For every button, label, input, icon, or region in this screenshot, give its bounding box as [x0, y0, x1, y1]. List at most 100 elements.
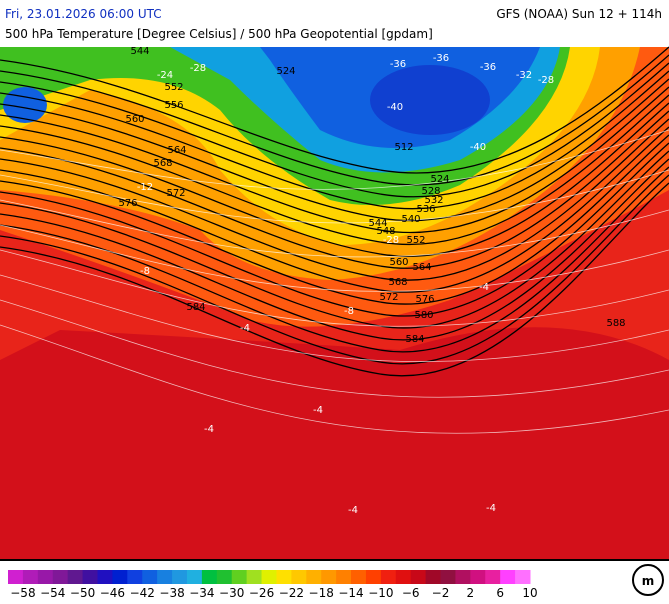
legend-label: −54	[40, 586, 65, 600]
contour-label: 584	[186, 302, 205, 313]
temperature-label: -28	[190, 63, 206, 74]
temperature-label: -28	[538, 75, 554, 86]
legend-swatch	[22, 570, 39, 584]
temperature-label: -36	[390, 59, 406, 70]
contour-label: 556	[164, 100, 183, 111]
temperature-line	[0, 299, 669, 398]
legend-swatch	[276, 570, 292, 584]
temperature-label: -4	[240, 323, 250, 334]
legend-label: −46	[100, 586, 125, 600]
contour-label: 532	[424, 195, 443, 206]
contour-label: 588	[606, 318, 625, 329]
contour-label: 584	[405, 334, 424, 345]
legend-swatch	[395, 570, 412, 584]
temperature-line	[0, 199, 669, 258]
cold-core	[370, 65, 490, 135]
contour-label: 524	[430, 174, 449, 185]
temperature-label: -36	[433, 53, 449, 64]
contour-label: 572	[379, 292, 398, 303]
legend-label: −34	[189, 586, 214, 600]
legend-label: −6	[402, 586, 420, 600]
legend-label: −38	[159, 586, 184, 600]
legend-swatch	[425, 570, 442, 584]
contour-label: 580	[414, 310, 433, 321]
low-core	[3, 87, 47, 123]
legend-swatch	[306, 570, 322, 584]
dark-red-field	[0, 327, 669, 559]
legend-swatch	[440, 570, 456, 584]
contour-label: 552	[164, 82, 183, 93]
temperature-line	[0, 224, 669, 292]
temperature-label: -12	[137, 182, 153, 193]
contour-label: 544	[368, 218, 387, 229]
geopotential-line	[0, 182, 669, 377]
temperature-label: -4	[486, 503, 496, 514]
temperature-label: -36	[480, 62, 496, 73]
legend-swatch	[216, 570, 233, 584]
legend-label: −50	[70, 586, 95, 600]
legend-swatch	[127, 570, 143, 584]
temperature-label: -4	[204, 424, 214, 435]
contour-label: 560	[125, 114, 144, 125]
legend-swatch	[97, 570, 113, 584]
temperature-label: -28	[383, 235, 399, 246]
contour-label: 528	[421, 186, 440, 197]
temperature-label: -40	[470, 142, 486, 153]
contour-labels: 5445525565605645685725765845245125245285…	[118, 46, 625, 516]
temperature-label: -4	[479, 282, 489, 293]
temperature-line	[0, 249, 669, 327]
temperature-line	[0, 169, 669, 224]
geopotential-line	[0, 166, 669, 353]
logo: m	[632, 564, 664, 596]
contour-label: 576	[118, 198, 137, 209]
contour-label: 512	[394, 142, 413, 153]
geopotential-line	[0, 46, 669, 174]
temperature-label: -40	[387, 102, 403, 113]
legend-label: −14	[338, 586, 363, 600]
legend-label: −58	[10, 586, 35, 600]
legend-label: −18	[309, 586, 334, 600]
temperature-label: -32	[516, 70, 532, 81]
temperature-line	[0, 324, 669, 434]
legend-swatch	[246, 570, 263, 584]
contour-label: 564	[167, 145, 186, 156]
temperature-label: -8	[344, 306, 354, 317]
legend-swatch	[231, 570, 248, 584]
temperature-label: -24	[157, 70, 173, 81]
contour-label: 548	[376, 226, 395, 237]
legend-label: −22	[279, 586, 304, 600]
legend-swatch	[500, 570, 516, 584]
temperature-line	[0, 274, 669, 362]
legend-swatch	[470, 570, 486, 584]
svg-text:m: m	[642, 574, 655, 588]
legend-label: −10	[368, 586, 393, 600]
contour-label: 524	[276, 66, 295, 77]
legend-label: −26	[249, 586, 274, 600]
geopotential-line	[0, 142, 669, 317]
contour-label: 576	[415, 294, 434, 305]
geopotential-line	[0, 78, 669, 222]
contour-label: 544	[130, 46, 149, 57]
legend-swatch	[157, 570, 173, 584]
date: Fri, 23.01.2026 06:00 UTC	[5, 7, 162, 21]
geopotential-line	[0, 134, 669, 305]
legend-label: 10	[522, 586, 537, 600]
legend: −58 −54 −50 −46 −42 −38 −34 −30 −26 −22 −18 −14 −10−…	[8, 570, 538, 600]
temperature-label: -8	[140, 266, 150, 277]
legend-swatch	[261, 570, 277, 584]
legend-swatch	[365, 570, 382, 584]
geopotential-line	[0, 158, 669, 341]
temperature-label: -4	[313, 405, 323, 416]
legend-swatch	[52, 570, 69, 584]
legend-label: −30	[219, 586, 244, 600]
legend-swatch	[455, 570, 471, 584]
frame	[0, 559, 669, 561]
contour-label: 552	[406, 235, 425, 246]
legend-swatch	[485, 570, 501, 584]
legend-label: −42	[130, 586, 155, 600]
legend-swatch	[321, 570, 337, 584]
legend-swatch	[201, 570, 218, 584]
contour-label: 572	[166, 188, 185, 199]
geopotential-line	[0, 110, 669, 269]
